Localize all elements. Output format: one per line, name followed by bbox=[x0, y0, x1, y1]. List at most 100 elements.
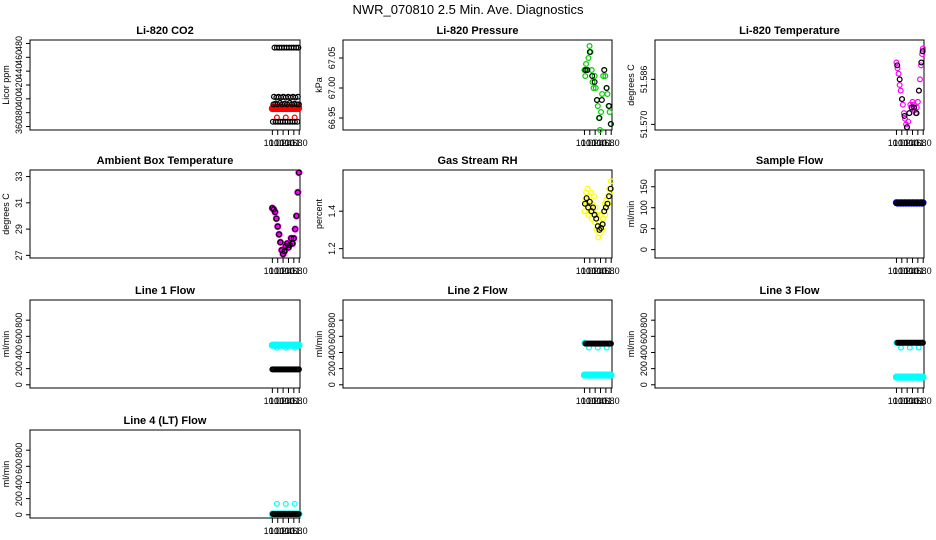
y-tick-label: 400 bbox=[14, 91, 24, 106]
data-point bbox=[899, 96, 906, 103]
data-point bbox=[594, 102, 601, 109]
y-tick-label: 400 bbox=[639, 345, 649, 360]
x-tick-label: 10.8 bbox=[597, 266, 615, 276]
y-tick-label: 480 bbox=[14, 36, 24, 51]
panel-li820-temperature: Li-820 Temperature degrees C 10.010.210.41… bbox=[626, 25, 932, 148]
data-point bbox=[919, 45, 926, 52]
x-tick-label: 10.4 bbox=[586, 396, 604, 406]
x-tick-label: 10.6 bbox=[280, 526, 298, 536]
data-point bbox=[282, 500, 289, 507]
data-point bbox=[590, 204, 597, 211]
data-point bbox=[898, 344, 905, 351]
data-point bbox=[294, 118, 301, 125]
plot-frame bbox=[654, 299, 925, 389]
x-tick-label: 10.8 bbox=[909, 396, 927, 406]
data-point bbox=[908, 104, 915, 111]
x-tick-label: 10.0 bbox=[264, 526, 282, 536]
data-point bbox=[596, 126, 603, 133]
data-point bbox=[602, 211, 609, 218]
data-point bbox=[583, 195, 590, 202]
data-point bbox=[293, 212, 300, 219]
data-point bbox=[288, 235, 295, 242]
y-axis-label: ml/min bbox=[626, 331, 636, 358]
data-point bbox=[897, 87, 904, 94]
panel-title: Line 1 Flow bbox=[135, 285, 195, 297]
data-point bbox=[913, 110, 920, 117]
y-tick-label: 800 bbox=[14, 443, 24, 458]
x-tick-label: 10.0 bbox=[264, 396, 282, 406]
y-tick-label: 400 bbox=[327, 345, 337, 360]
y-tick-label: 29 bbox=[14, 224, 24, 234]
x-tick-label: 11.0 bbox=[915, 266, 932, 276]
data-point bbox=[906, 344, 913, 351]
data-point bbox=[289, 240, 296, 247]
y-axis-label: ml/min bbox=[1, 331, 11, 358]
data-point bbox=[600, 72, 607, 79]
x-tick-label: 10.0 bbox=[576, 138, 594, 148]
series-1 bbox=[893, 200, 926, 207]
x-tick-label: 10.8 bbox=[285, 138, 303, 148]
x-tick-label: 11.0 bbox=[291, 526, 308, 536]
data-point bbox=[604, 90, 611, 97]
x-tick-label: 11.0 bbox=[291, 138, 308, 148]
plot-frame bbox=[29, 299, 301, 389]
data-point bbox=[591, 193, 598, 200]
x-tick-label: 10.4 bbox=[898, 396, 916, 406]
plot-frame bbox=[342, 299, 613, 389]
panel-gas-stream-rh: Gas Stream RH percent 10.010.210.410.610.8… bbox=[314, 155, 620, 276]
x-tick-label: 10.6 bbox=[280, 138, 298, 148]
panel-title: Line 3 Flow bbox=[760, 285, 820, 297]
data-point bbox=[592, 204, 599, 211]
x-tick-label: 10.4 bbox=[274, 396, 292, 406]
panel-li820-pressure: Li-820 Pressure kPa 10.010.210.410.610.811… bbox=[314, 25, 620, 148]
x-tick-label: 10.6 bbox=[904, 396, 922, 406]
x-tick-label: 10.6 bbox=[904, 266, 922, 276]
data-point bbox=[893, 59, 900, 66]
y-tick-label: 33 bbox=[14, 172, 24, 182]
data-point bbox=[581, 208, 588, 215]
y-tick-label: 200 bbox=[14, 361, 24, 376]
data-point bbox=[915, 87, 922, 94]
data-point bbox=[906, 110, 913, 117]
data-point bbox=[604, 200, 611, 207]
data-point bbox=[598, 108, 605, 115]
x-tick-label: 10.6 bbox=[280, 396, 298, 406]
data-point bbox=[911, 104, 918, 111]
data-point bbox=[905, 118, 912, 125]
data-point bbox=[295, 366, 302, 373]
y-axis-label: kPa bbox=[314, 77, 324, 93]
y-tick-label: 1.2 bbox=[327, 242, 337, 255]
y-tick-label: 600 bbox=[14, 459, 24, 474]
y-tick-label: 400 bbox=[14, 475, 24, 490]
y-tick-label: 600 bbox=[639, 329, 649, 344]
data-point bbox=[606, 102, 613, 109]
y-tick-label: 0 bbox=[14, 382, 24, 387]
data-point bbox=[584, 66, 591, 73]
y-tick-label: 51.586 bbox=[639, 66, 649, 94]
data-point bbox=[276, 231, 283, 238]
panel-title: Line 2 Flow bbox=[448, 285, 508, 297]
data-point bbox=[273, 215, 280, 222]
figure-title: NWR_070810 2.5 Min. Ave. Diagnostics bbox=[353, 2, 584, 17]
data-point bbox=[607, 120, 614, 127]
series-1 bbox=[273, 500, 298, 507]
panel-line-4-lt-flow: Line 4 (LT) Flow ml/min 10.010.210.410.610… bbox=[1, 415, 308, 536]
x-tick-label: 10.8 bbox=[909, 266, 927, 276]
x-tick-label: 10.2 bbox=[269, 138, 287, 148]
x-tick-label: 10.4 bbox=[274, 266, 292, 276]
data-point bbox=[596, 114, 603, 121]
data-point bbox=[277, 239, 284, 246]
plot-frame bbox=[29, 429, 301, 519]
plot-frame bbox=[654, 169, 925, 259]
panel-title: Sample Flow bbox=[756, 155, 824, 167]
x-tick-label: 10.8 bbox=[285, 266, 303, 276]
data-point bbox=[607, 178, 614, 185]
x-tick-label: 10.2 bbox=[269, 396, 287, 406]
y-tick-label: 100 bbox=[639, 200, 649, 215]
data-point bbox=[586, 48, 593, 55]
data-point bbox=[281, 248, 288, 255]
y-axis-label: ml/min bbox=[314, 331, 324, 358]
x-tick-label: 11.0 bbox=[291, 266, 308, 276]
data-point bbox=[586, 42, 593, 49]
y-tick-label: 0 bbox=[327, 382, 337, 387]
